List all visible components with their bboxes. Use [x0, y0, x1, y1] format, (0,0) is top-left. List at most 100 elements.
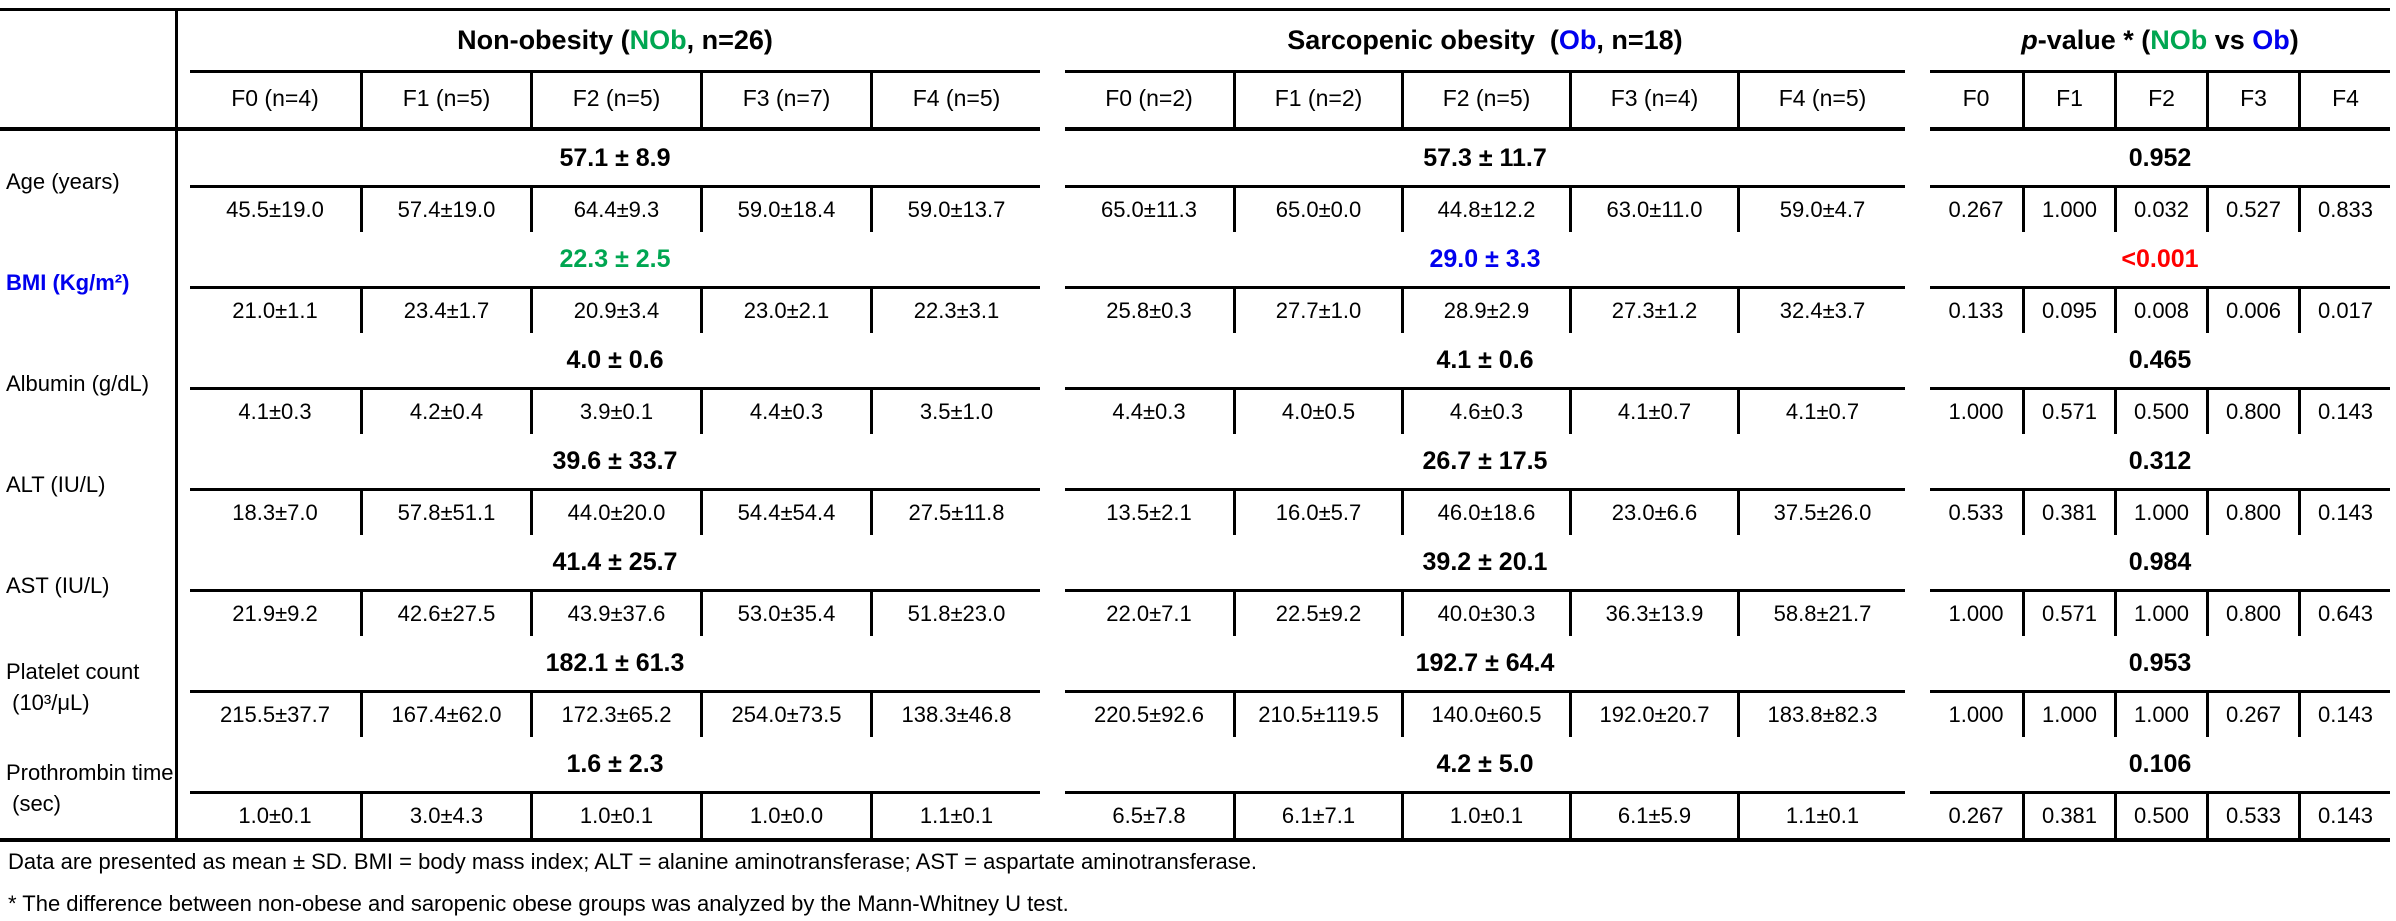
label-column-divider — [175, 8, 178, 842]
data-cell: 0.143 — [2298, 693, 2390, 737]
data-cell: 22.3±3.1 — [870, 289, 1040, 333]
data-cell: 1.000 — [2114, 491, 2206, 535]
data-cell: 254.0±73.5 — [700, 693, 870, 737]
row-label: ALT (IU/L) — [0, 434, 172, 535]
overall-value: 0.106 — [2128, 749, 2192, 778]
column-header: F2 (n=5) — [1401, 70, 1569, 127]
row-label-line: AST (IU/L) — [6, 573, 110, 598]
group-title-nob: Non-obesity (NOb, n=26) — [190, 12, 1040, 68]
data-cell: 4.1±0.7 — [1737, 390, 1905, 434]
row-rule — [1930, 488, 2390, 491]
data-cell: 0.095 — [2022, 289, 2114, 333]
column-header: F4 — [2298, 70, 2390, 127]
data-cell: 0.143 — [2298, 491, 2390, 535]
header-bottom-rule — [1930, 127, 2390, 131]
column-header: F1 (n=5) — [360, 70, 530, 127]
data-cell: 22.0±7.1 — [1106, 601, 1192, 626]
data-cell: 36.3±13.9 — [1569, 592, 1737, 636]
data-cell: 21.9±9.2 — [232, 601, 318, 626]
data-cell: 3.0±4.3 — [360, 794, 530, 838]
data-cell: 1.000 — [2114, 592, 2206, 636]
overall-value: 0.312 — [2128, 446, 2192, 475]
data-cell: 57.8±51.1 — [360, 491, 530, 535]
row-label-line: (10³/μL) — [6, 689, 90, 715]
data-cell: 0.143 — [2298, 390, 2390, 434]
table-top-border — [0, 8, 2390, 11]
data-cell: 0.381 — [2022, 794, 2114, 838]
column-header: F4 (n=5) — [870, 70, 1040, 127]
data-cell: 23.0±2.1 — [700, 289, 870, 333]
row-label: Prothrombin time (sec) — [0, 737, 174, 838]
group-title-segment: Sarcopenic obesity ( — [1287, 24, 1559, 55]
data-cell: 0.143 — [2298, 794, 2390, 838]
data-cell: 6.5±7.8 — [1112, 803, 1186, 828]
data-cell: 27.3±1.2 — [1569, 289, 1737, 333]
row-rule — [1065, 690, 1905, 693]
data-cell: 1.000 — [2022, 693, 2114, 737]
overall-value: 41.4 ± 25.7 — [552, 547, 678, 576]
group-title-segment: Ob — [2252, 24, 2290, 55]
group-title-ob: Sarcopenic obesity (Ob, n=18) — [1065, 12, 1905, 68]
data-cell: 1.0±0.1 — [530, 794, 700, 838]
table-bottom-border — [0, 838, 2390, 842]
column-header: F3 (n=4) — [1569, 70, 1737, 127]
data-cell: 140.0±60.5 — [1401, 693, 1569, 737]
data-cell: 1.0±0.1 — [1401, 794, 1569, 838]
data-cell: 4.4±0.3 — [700, 390, 870, 434]
data-cell: 0.008 — [2114, 289, 2206, 333]
row-label: AST (IU/L) — [0, 535, 172, 636]
column-header: F0 (n=4) — [231, 85, 319, 111]
data-cell: 0.527 — [2206, 188, 2298, 232]
row-rule — [190, 589, 1040, 592]
overall-value: 39.2 ± 20.1 — [1422, 547, 1548, 576]
data-cell: 210.5±119.5 — [1233, 693, 1401, 737]
row-rule — [1065, 589, 1905, 592]
data-cell: 4.2±0.4 — [360, 390, 530, 434]
data-cell: 44.0±20.0 — [530, 491, 700, 535]
data-cell: 63.0±11.0 — [1569, 188, 1737, 232]
data-cell: 27.5±11.8 — [870, 491, 1040, 535]
overall-value: 192.7 ± 64.4 — [1415, 648, 1555, 677]
data-cell: 59.0±4.7 — [1737, 188, 1905, 232]
header-bottom-rule — [0, 127, 1040, 131]
overall-value: 182.1 ± 61.3 — [545, 648, 685, 677]
data-cell: 43.9±37.6 — [530, 592, 700, 636]
overall-value: 57.1 ± 8.9 — [559, 143, 671, 172]
group-title-segment: , n=26) — [686, 24, 773, 55]
row-rule — [190, 387, 1040, 390]
row-label: Albumin (g/dL) — [0, 333, 172, 434]
data-cell: 0.800 — [2206, 390, 2298, 434]
group-header-rule — [190, 70, 1040, 73]
row-rule — [1065, 387, 1905, 390]
data-cell: 44.8±12.2 — [1401, 188, 1569, 232]
group-title-segment: NOb — [2150, 24, 2208, 55]
data-cell: 4.1±0.7 — [1569, 390, 1737, 434]
data-cell: 167.4±62.0 — [360, 693, 530, 737]
data-cell: 215.5±37.7 — [220, 702, 330, 727]
column-header: F3 (n=7) — [700, 70, 870, 127]
row-rule — [1930, 387, 2390, 390]
data-cell: 172.3±65.2 — [530, 693, 700, 737]
data-cell: 0.017 — [2298, 289, 2390, 333]
row-rule — [1930, 690, 2390, 693]
data-cell: 0.133 — [1948, 298, 2004, 323]
overall-value: 29.0 ± 3.3 — [1429, 244, 1541, 273]
column-header: F0 (n=2) — [1105, 85, 1193, 111]
data-cell: 1.1±0.1 — [870, 794, 1040, 838]
footnote-test-note: * The difference between non-obese and s… — [8, 891, 1069, 916]
data-cell: 20.9±3.4 — [530, 289, 700, 333]
data-cell: 25.8±0.3 — [1106, 298, 1192, 323]
data-cell: 0.643 — [2298, 592, 2390, 636]
overall-value: 39.6 ± 33.7 — [552, 446, 678, 475]
data-cell: 13.5±2.1 — [1106, 500, 1192, 525]
data-cell: 57.4±19.0 — [360, 188, 530, 232]
data-cell: 0.006 — [2206, 289, 2298, 333]
data-cell: 0.533 — [2206, 794, 2298, 838]
row-rule — [1930, 791, 2390, 794]
group-title-segment: , n=18) — [1596, 24, 1683, 55]
group-title-segment: ) — [2289, 24, 2299, 55]
data-cell: 6.1±5.9 — [1569, 794, 1737, 838]
data-cell: 220.5±92.6 — [1094, 702, 1204, 727]
overall-value: 0.984 — [2128, 547, 2192, 576]
